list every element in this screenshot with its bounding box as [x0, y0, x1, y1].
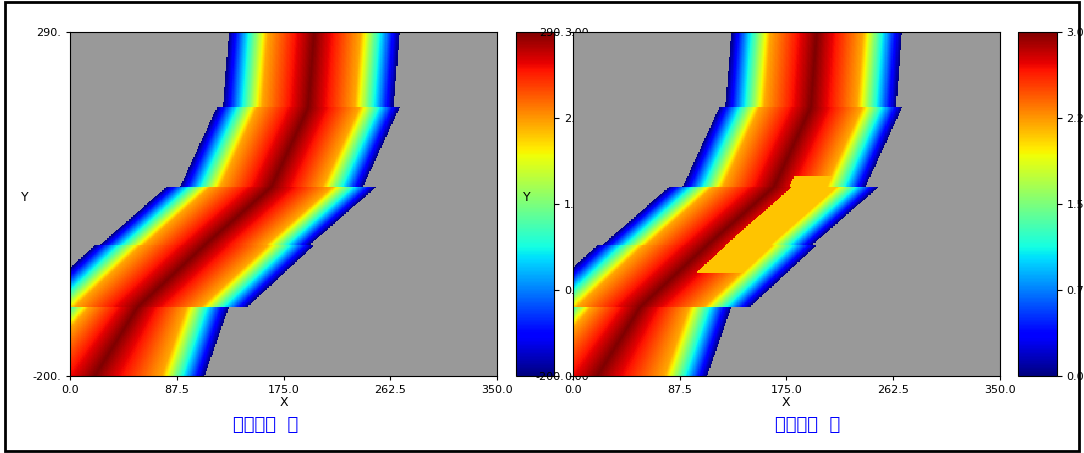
X-axis label: X: X — [280, 396, 288, 410]
Text: 수제설치  전: 수제설치 전 — [233, 416, 298, 434]
Text: 수제설치  후: 수제설치 후 — [775, 416, 840, 434]
Y-axis label: Y: Y — [524, 191, 531, 204]
X-axis label: X: X — [782, 396, 790, 410]
Y-axis label: Y: Y — [21, 191, 28, 204]
